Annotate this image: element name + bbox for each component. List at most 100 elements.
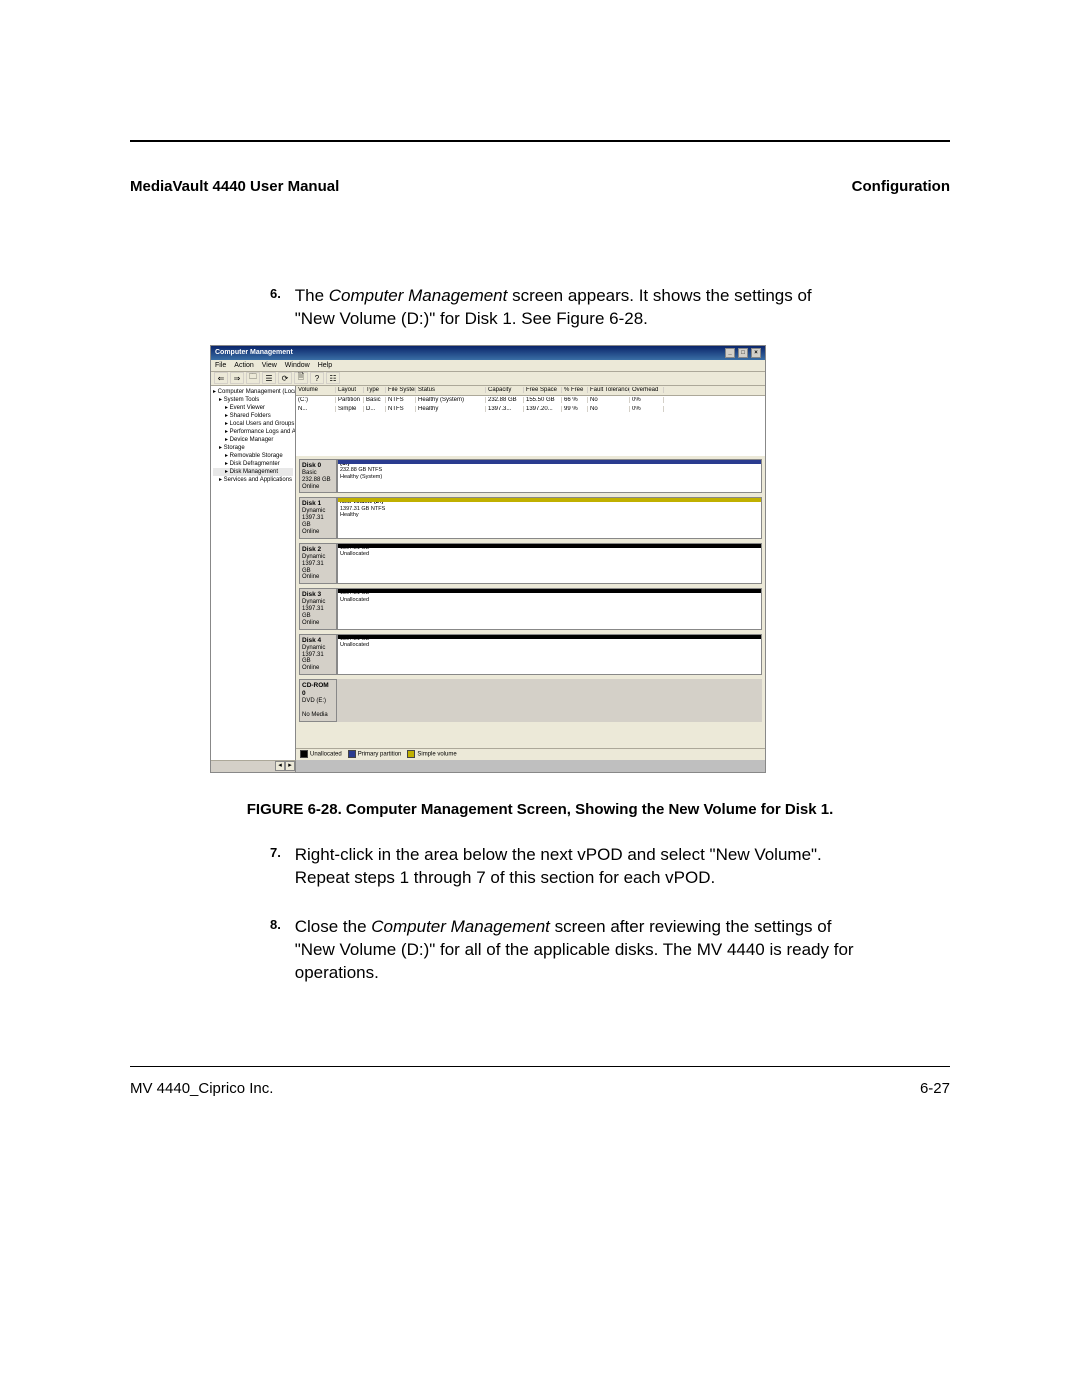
- menu-view[interactable]: View: [262, 362, 277, 369]
- column-header[interactable]: Volume: [296, 387, 336, 393]
- column-header[interactable]: Fault Tolerance: [588, 387, 630, 393]
- column-header[interactable]: Layout: [336, 387, 364, 393]
- volume-cell: No: [588, 397, 630, 403]
- step-7-number: 7.: [270, 844, 290, 862]
- minimize-icon[interactable]: _: [725, 348, 735, 358]
- page-header: MediaVault 4440 User Manual Configuratio…: [130, 178, 950, 195]
- partition-stripe: [338, 498, 761, 502]
- step-6-text: The Computer Management screen appears. …: [295, 285, 855, 331]
- tree-node[interactable]: ▸ Services and Applications: [213, 476, 293, 484]
- tree-node[interactable]: ▸ Removable Storage: [213, 452, 293, 460]
- disk-label: Disk 4Dynamic1397.31 GBOnline: [299, 634, 337, 675]
- disk-partition[interactable]: (C:)232.88 GB NTFSHealthy (System): [338, 460, 761, 493]
- refresh-icon[interactable]: ⟳: [278, 372, 292, 384]
- column-header[interactable]: Overhead: [630, 387, 664, 393]
- volume-cell: NTFS: [386, 406, 416, 412]
- extra-icon[interactable]: ☷: [326, 372, 340, 384]
- tree-node[interactable]: ▸ Local Users and Groups: [213, 420, 293, 428]
- disk-partition[interactable]: 1397.31 GBUnallocated: [338, 589, 761, 628]
- menu-window[interactable]: Window: [285, 362, 310, 369]
- volume-list[interactable]: (C:)PartitionBasicNTFSHealthy (System)23…: [296, 396, 765, 456]
- disk-row[interactable]: Disk 2Dynamic1397.31 GBOnline1397.31 GBU…: [299, 543, 762, 584]
- window-controls: _ □ ×: [724, 348, 761, 358]
- volume-cell: Healthy: [416, 406, 486, 412]
- legend-item: Primary partition: [348, 750, 402, 758]
- tree-node[interactable]: ▸ Event Viewer: [213, 404, 293, 412]
- volume-cell: N...: [296, 406, 336, 412]
- figure-caption: FIGURE 6-28. Computer Management Screen,…: [130, 801, 950, 818]
- menu-file[interactable]: File: [215, 362, 226, 369]
- forward-icon[interactable]: ⇒: [230, 372, 244, 384]
- main-panel: VolumeLayoutTypeFile SystemStatusCapacit…: [296, 386, 765, 760]
- disk-bar[interactable]: 1397.31 GBUnallocated: [337, 588, 762, 629]
- volume-cell: 1397.20...: [524, 406, 562, 412]
- volume-cell: (C:): [296, 397, 336, 403]
- legend-swatch: [348, 750, 356, 758]
- tree-node[interactable]: ▸ Storage: [213, 444, 293, 452]
- disk-partition[interactable]: New Volume (D:)1397.31 GB NTFSHealthy: [338, 498, 761, 537]
- up-icon[interactable]: 🗀: [246, 372, 260, 384]
- tree-node[interactable]: ▸ Disk Defragmenter: [213, 460, 293, 468]
- tree-node[interactable]: ▸ System Tools: [213, 396, 293, 404]
- column-header[interactable]: Type: [364, 387, 386, 393]
- volume-row[interactable]: N...SimpleD...NTFSHealthy1397.3...1397.2…: [296, 405, 765, 414]
- disk-row[interactable]: CD-ROM 0DVD (E:)No Media: [299, 679, 762, 721]
- disk-row[interactable]: Disk 3Dynamic1397.31 GBOnline1397.31 GBU…: [299, 588, 762, 629]
- volume-cell: 0%: [630, 397, 664, 403]
- step-8-number: 8.: [270, 916, 290, 934]
- tree-node[interactable]: ▸ Disk Management: [213, 468, 293, 476]
- column-header[interactable]: File System: [386, 387, 416, 393]
- window-title: Computer Management: [215, 349, 293, 356]
- maximize-icon[interactable]: □: [738, 348, 748, 358]
- legend-item: Unallocated: [300, 750, 342, 758]
- figure-screenshot: Computer Management _ □ × File Action View…: [210, 345, 766, 773]
- tree-node[interactable]: ▸ Shared Folders: [213, 412, 293, 420]
- step-7-text: Right-click in the area below the next v…: [295, 844, 855, 890]
- partition-stripe: [338, 460, 761, 464]
- volume-list-header: VolumeLayoutTypeFile SystemStatusCapacit…: [296, 386, 765, 396]
- partition-stripe: [338, 589, 761, 593]
- disk-bar[interactable]: [337, 679, 762, 721]
- step-6: 6. The Computer Management screen appear…: [270, 285, 950, 331]
- disk-row[interactable]: Disk 1Dynamic1397.31 GBOnlineNew Volume …: [299, 497, 762, 538]
- manual-page: MediaVault 4440 User Manual Configuratio…: [0, 0, 1080, 1397]
- window-titlebar[interactable]: Computer Management _ □ ×: [211, 346, 765, 360]
- window-menubar: File Action View Window Help: [211, 360, 765, 372]
- views-icon[interactable]: ☰: [262, 372, 276, 384]
- menu-action[interactable]: Action: [234, 362, 253, 369]
- properties-icon[interactable]: 🗎: [294, 372, 308, 384]
- tree-scrollbar[interactable]: ◂▸: [211, 760, 296, 772]
- volume-cell: 66 %: [562, 397, 588, 403]
- volume-cell: 0%: [630, 406, 664, 412]
- disk-bar[interactable]: New Volume (D:)1397.31 GB NTFSHealthy: [337, 497, 762, 538]
- disk-bar[interactable]: (C:)232.88 GB NTFSHealthy (System): [337, 459, 762, 494]
- disk-label: Disk 3Dynamic1397.31 GBOnline: [299, 588, 337, 629]
- volume-row[interactable]: (C:)PartitionBasicNTFSHealthy (System)23…: [296, 396, 765, 405]
- disk-bar[interactable]: 1397.31 GBUnallocated: [337, 634, 762, 675]
- disk-row[interactable]: Disk 0Basic232.88 GBOnline(C:)232.88 GB …: [299, 459, 762, 494]
- close-icon[interactable]: ×: [751, 348, 761, 358]
- disk-partition[interactable]: 1397.31 GBUnallocated: [338, 544, 761, 583]
- tree-node[interactable]: ▸ Device Manager: [213, 436, 293, 444]
- column-header[interactable]: % Free: [562, 387, 588, 393]
- disk-row[interactable]: Disk 4Dynamic1397.31 GBOnline1397.31 GBU…: [299, 634, 762, 675]
- column-header[interactable]: Capacity: [486, 387, 524, 393]
- scroll-left-icon[interactable]: ◂: [275, 761, 285, 771]
- volume-cell: 99 %: [562, 406, 588, 412]
- window-body: ▸ Computer Management (Local)▸ System To…: [211, 386, 765, 760]
- nav-tree[interactable]: ▸ Computer Management (Local)▸ System To…: [211, 386, 296, 760]
- disk-partition[interactable]: 1397.31 GBUnallocated: [338, 635, 761, 674]
- scroll-right-icon[interactable]: ▸: [285, 761, 295, 771]
- tree-node[interactable]: ▸ Performance Logs and Alerts: [213, 428, 293, 436]
- menu-help[interactable]: Help: [318, 362, 332, 369]
- help-icon[interactable]: ?: [310, 372, 324, 384]
- volume-cell: Partition: [336, 397, 364, 403]
- tree-node[interactable]: ▸ Computer Management (Local): [213, 388, 293, 396]
- disk-bar[interactable]: 1397.31 GBUnallocated: [337, 543, 762, 584]
- disk-graphic-panel[interactable]: Disk 0Basic232.88 GBOnline(C:)232.88 GB …: [296, 456, 765, 748]
- column-header[interactable]: Free Space: [524, 387, 562, 393]
- page-footer: MV 4440_Ciprico Inc. 6-27: [130, 1080, 950, 1097]
- column-header[interactable]: Status: [416, 387, 486, 393]
- partition-stripe: [338, 635, 761, 639]
- back-icon[interactable]: ⇐: [214, 372, 228, 384]
